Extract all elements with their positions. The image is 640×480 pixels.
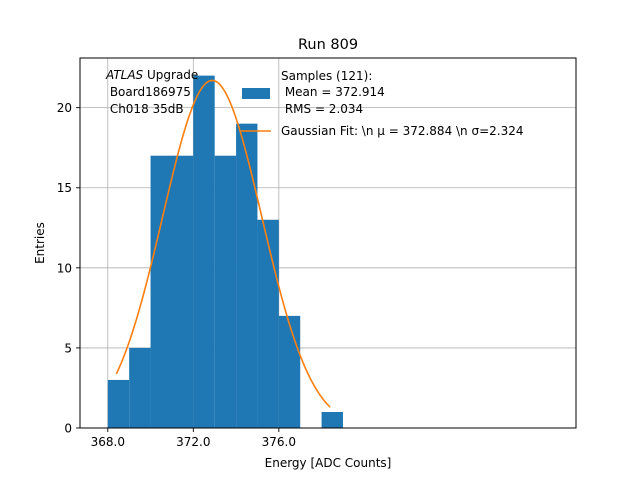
legend-samples-line-3: RMS = 2.034 — [281, 102, 363, 116]
x-tick-label: 368.0 — [91, 435, 125, 449]
x-axis-ticks: 368.0 372.0 376.0 — [91, 428, 296, 449]
legend-samples-line-1: Samples (121): — [281, 69, 372, 83]
atlas-annotation: ATLAS Upgrade Board186975 Ch018 35dB — [105, 68, 198, 116]
y-axis-ticks: 0 5 10 15 20 — [57, 101, 80, 436]
atlas-annotation-line-2: Board186975 — [106, 85, 191, 99]
y-tick-label: 20 — [57, 101, 72, 115]
legend: Samples (121): Mean = 372.914 RMS = 2.03… — [241, 69, 524, 138]
histogram-bar — [150, 155, 194, 428]
x-tick-label: 376.0 — [262, 435, 296, 449]
legend-samples-swatch — [242, 88, 270, 99]
atlas-annotation-line-3: Ch018 35dB — [106, 102, 184, 116]
y-tick-label: 0 — [64, 422, 72, 436]
plot-frame — [79, 57, 577, 429]
histogram-bar — [321, 411, 343, 428]
gaussian-fit — [115, 79, 331, 408]
atlas-italic: ATLAS — [105, 68, 144, 82]
histogram-bar — [129, 347, 151, 428]
x-tick-label: 372.0 — [176, 435, 210, 449]
atlas-rest: Upgrade — [143, 68, 198, 82]
histogram-bar — [257, 219, 279, 428]
chart-title: Run 809 — [298, 37, 358, 53]
histogram-bar — [236, 123, 258, 429]
atlas-annotation-line-1: ATLAS Upgrade — [105, 68, 198, 82]
histogram-bar — [214, 155, 237, 428]
y-tick-label: 10 — [57, 261, 72, 275]
y-axis-label: Entries — [33, 222, 47, 264]
y-tick-label: 15 — [57, 181, 72, 195]
legend-samples-line-2: Mean = 372.914 — [281, 85, 385, 99]
histogram-bar — [193, 75, 215, 428]
y-tick-label: 5 — [64, 341, 72, 355]
gaussian-fit-curve — [115, 79, 331, 408]
legend-fit-label: Gaussian Fit: \n μ = 372.884 \n σ=2.324 — [281, 124, 524, 138]
histogram-bar — [107, 379, 130, 428]
histogram-bar — [278, 315, 301, 428]
x-axis-label: Energy [ADC Counts] — [265, 456, 392, 470]
histogram-bars — [107, 75, 343, 429]
